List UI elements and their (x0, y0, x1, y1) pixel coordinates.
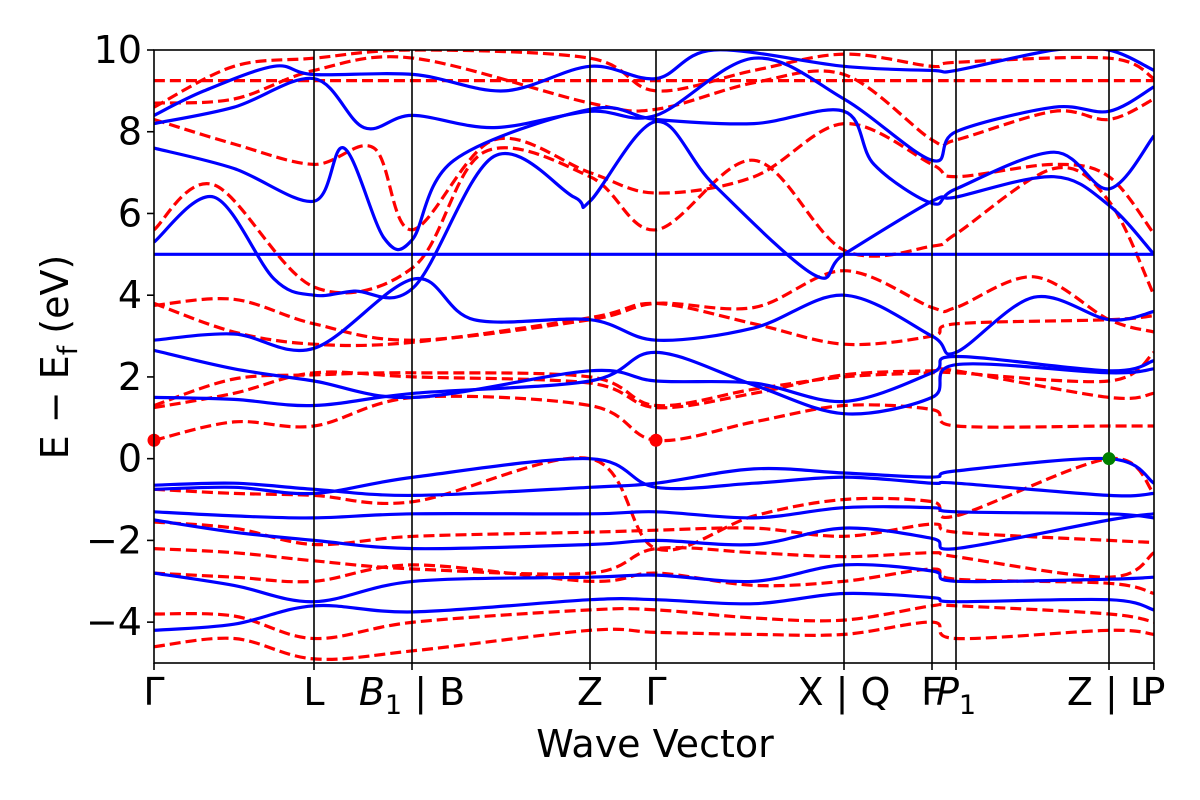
kpoint-label: Γ (645, 670, 666, 714)
y-tick-label: −4 (86, 600, 142, 644)
extremum-marker (1102, 452, 1116, 466)
kpoint-label: L (303, 670, 324, 714)
dashed-band-line (154, 394, 1154, 443)
solid-band-line (154, 591, 1154, 632)
x-axis-label: Wave Vector (536, 722, 774, 766)
dashed-band-line (154, 456, 1154, 552)
kpoint-label: Γ (143, 670, 164, 714)
dashed-band-line (154, 620, 1154, 661)
solid-band-line (154, 505, 1154, 520)
y-axis-label: E − Ef (eV) (33, 255, 84, 460)
dashed-band-line (154, 563, 1154, 596)
solid-band-line (154, 277, 1154, 356)
y-tick-label: 6 (118, 191, 142, 235)
kpoint-label: F (921, 670, 943, 714)
solid-band-line (154, 456, 1154, 498)
plot-frame (153, 49, 1155, 664)
plot-area (147, 49, 1155, 664)
extremum-marker (649, 433, 663, 447)
kpoint-label: B1 | B (359, 670, 465, 721)
solid-band-line (154, 105, 1154, 252)
y-tick-label: 2 (118, 355, 142, 399)
y-tick-label: 0 (118, 437, 142, 481)
dashed-band-line (154, 301, 1154, 348)
kpoint-label: Z (577, 670, 603, 714)
solid-band-line (154, 56, 1154, 163)
kpoint-label: P (1143, 670, 1166, 714)
kpoint-label: P1 (936, 670, 976, 721)
dashed-band-line (154, 117, 1154, 235)
kpoint-label: X | Q (798, 670, 891, 715)
kpoint-label: Z | L (1067, 670, 1151, 715)
y-tick-label: 4 (118, 273, 142, 317)
dashed-band-line (154, 55, 1154, 148)
y-tick-label: 8 (118, 110, 142, 154)
solid-band-line (154, 119, 1154, 300)
y-axis: −4 −2 0 2 4 6 8 10 (86, 28, 154, 644)
y-tick-label: 10 (94, 28, 142, 72)
y-tick-label: −2 (86, 518, 142, 562)
